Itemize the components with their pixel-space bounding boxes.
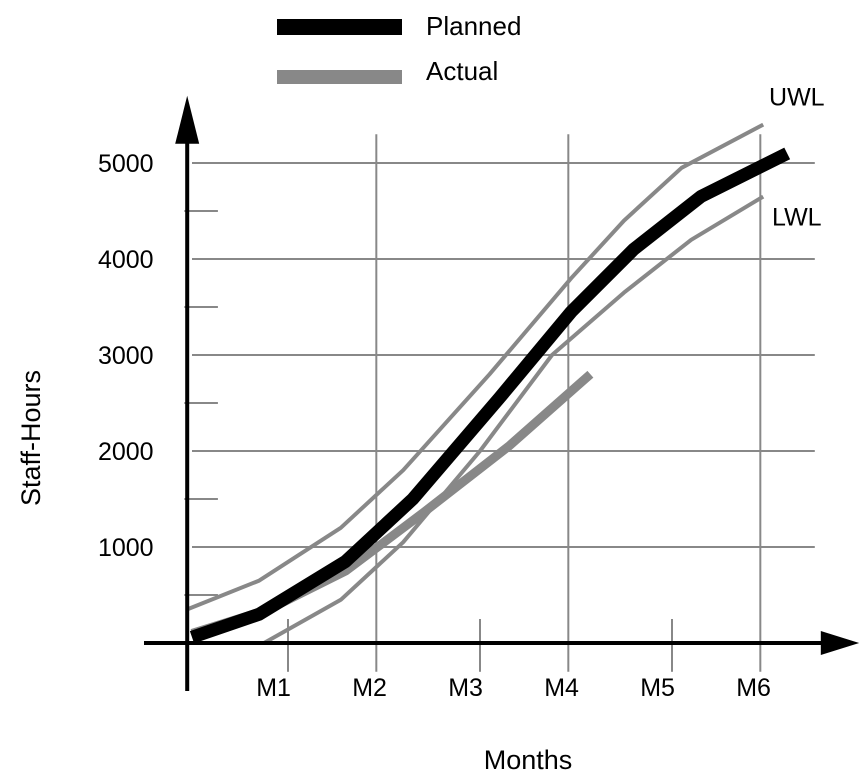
axes bbox=[144, 95, 860, 691]
series-line-actual bbox=[190, 370, 594, 638]
x-tick-label: M3 bbox=[448, 674, 483, 702]
y-tick-label: 3000 bbox=[98, 342, 154, 370]
legend-label-planned: Planned bbox=[426, 11, 521, 41]
y-tick-label: 4000 bbox=[98, 246, 154, 274]
annotation-lwl: LWL bbox=[772, 203, 822, 231]
y-axis-title: Staff-Hours bbox=[16, 370, 46, 506]
x-tick-label: M5 bbox=[640, 674, 675, 702]
legend: Planned Actual bbox=[277, 11, 521, 86]
y-axis-arrow bbox=[175, 95, 200, 144]
x-axis-title: Months bbox=[484, 745, 573, 771]
annotation-uwl: UWL bbox=[769, 83, 825, 111]
x-tick-label: M1 bbox=[256, 674, 291, 702]
series-line-uwl bbox=[186, 122, 765, 612]
x-axis-arrow bbox=[820, 631, 860, 655]
y-tick-label: 1000 bbox=[98, 534, 154, 562]
series-line-planned bbox=[189, 147, 791, 644]
y-tick-label: 5000 bbox=[98, 150, 154, 178]
x-tick-label: M6 bbox=[736, 674, 771, 702]
series-lines bbox=[186, 122, 791, 645]
labels: 1000 2000 3000 4000 5000 M1 M2 M3 M4 M5 M6 Months St… bbox=[16, 83, 825, 771]
y-tick-label: 2000 bbox=[98, 438, 154, 466]
grid bbox=[184, 134, 815, 672]
x-tick-label: M4 bbox=[544, 674, 579, 702]
x-tick-label: M2 bbox=[352, 674, 387, 702]
series-line-lwl bbox=[263, 194, 765, 645]
legend-label-actual: Actual bbox=[426, 56, 498, 86]
